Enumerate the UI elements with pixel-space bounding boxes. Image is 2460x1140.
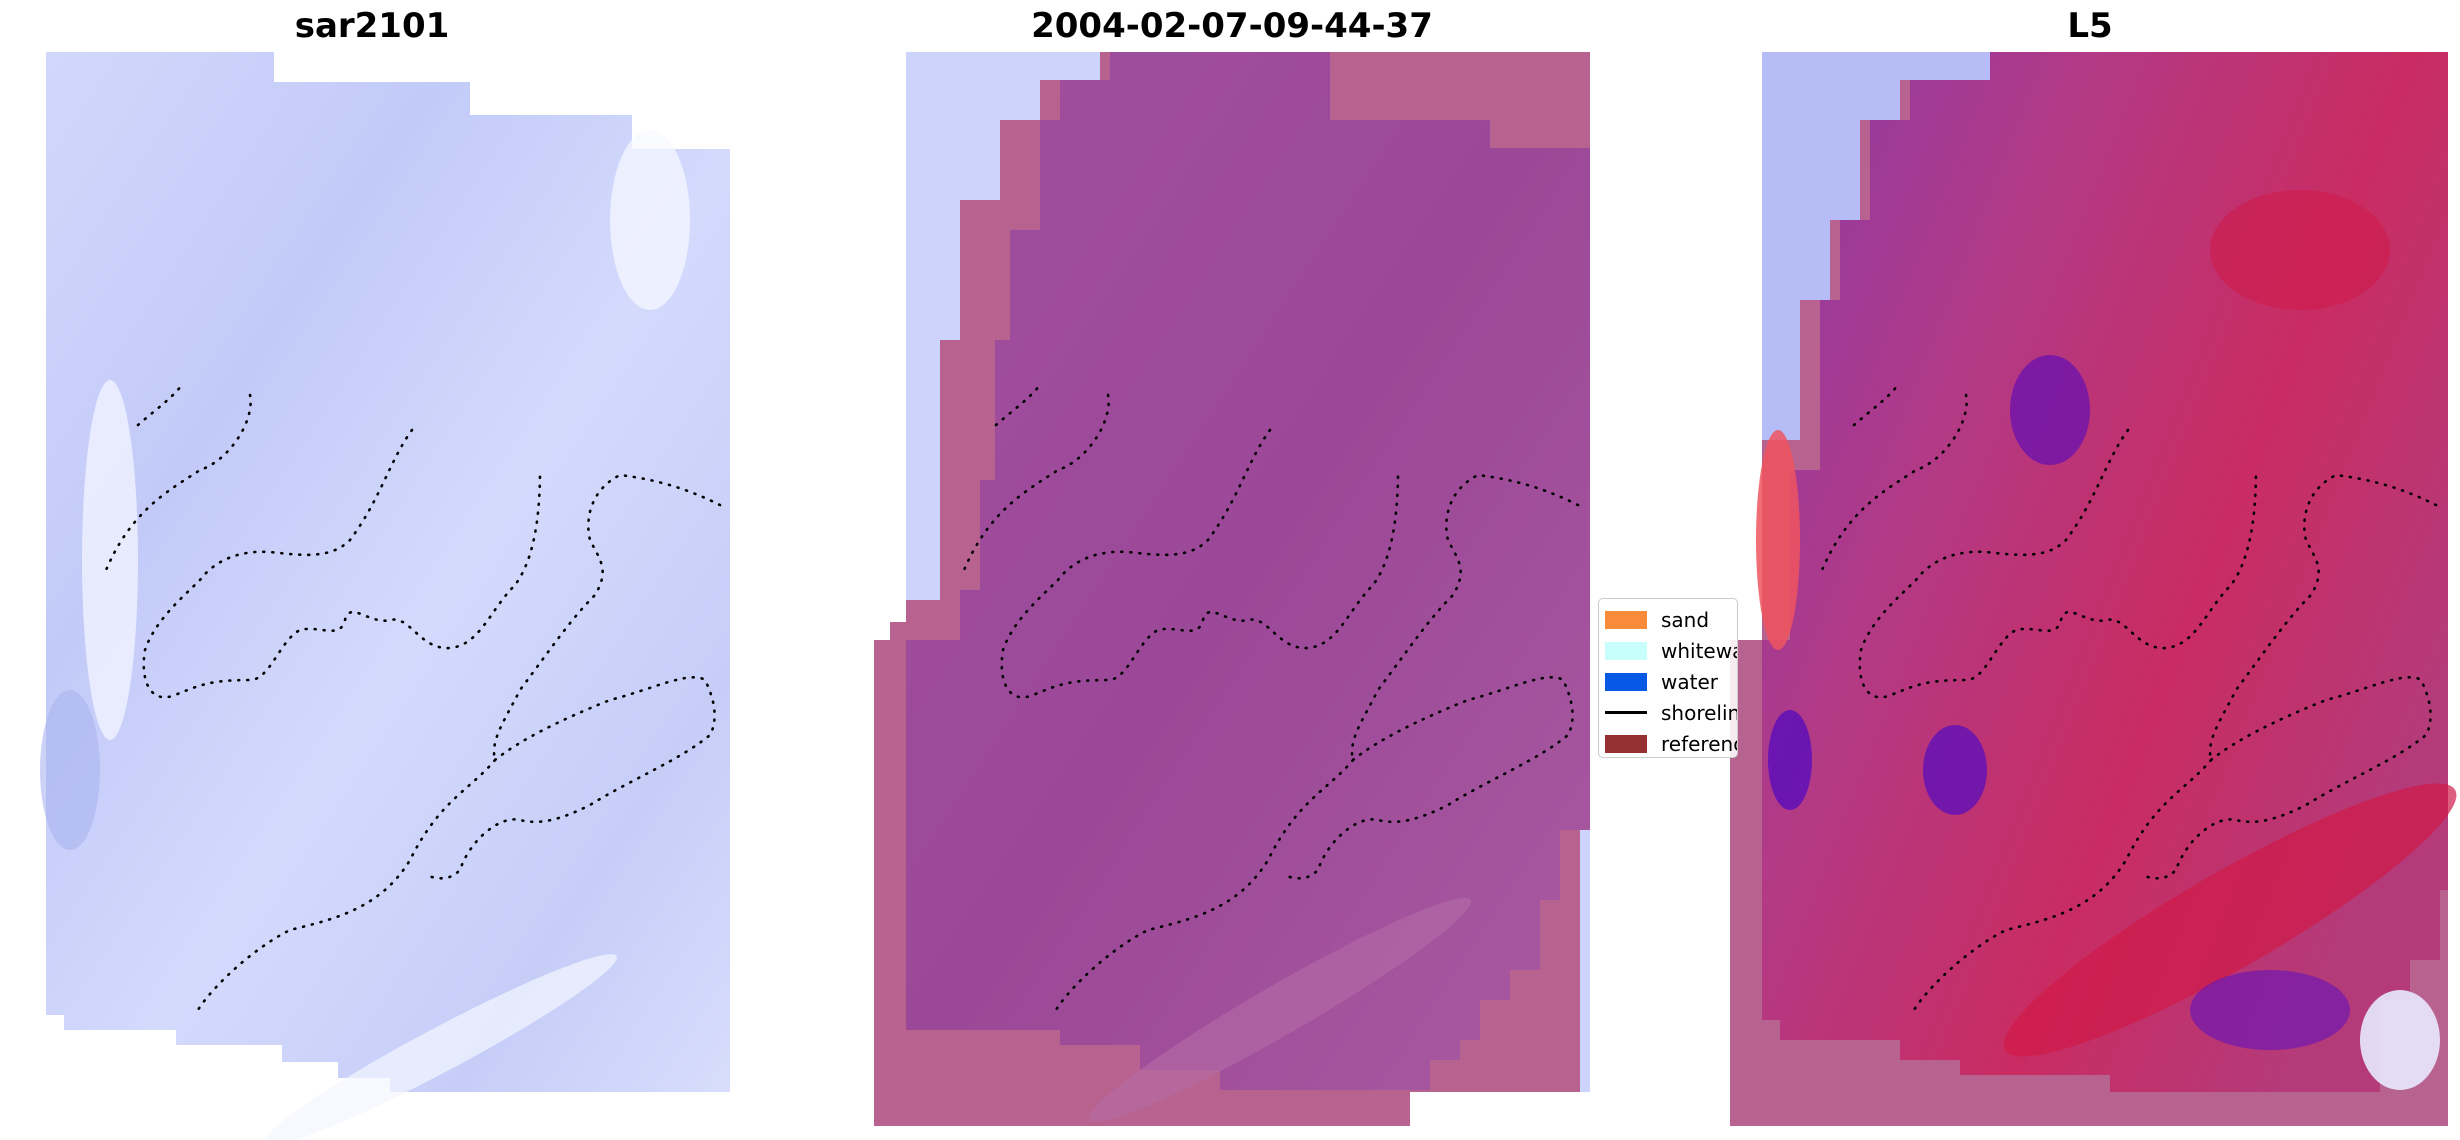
panel-3-red-streak [2210, 190, 2390, 310]
panel-1-dark-patch [40, 690, 100, 850]
legend-swatch-sand [1605, 610, 1647, 629]
legend-swatch-water [1605, 672, 1647, 691]
panel-3-purple-patch [2190, 970, 2350, 1050]
legend-label-shoreline: shoreline [1661, 700, 1737, 725]
panel-3-white-spot [2360, 990, 2440, 1090]
legend: sand whitewater water shoreline referenc… [1598, 598, 1738, 758]
panel-3-red-edge [1756, 430, 1800, 650]
panel-3-red-streak [2003, 783, 2457, 1057]
legend-label-reference: reference [1661, 731, 1737, 756]
panel-3-overlay-mask [1762, 52, 2448, 1092]
legend-item-reference: reference [1605, 728, 1737, 757]
panel-1-bright-streak [263, 954, 617, 1140]
panel-1-bright-streak [610, 130, 690, 310]
panel-2-overlay-mask [906, 52, 1590, 1090]
panel-3-purple-patch [1768, 710, 1812, 810]
panel-title-1: sar2101 [294, 6, 450, 46]
panel-2-light-streak [1089, 897, 1471, 1123]
legend-label-water: water [1661, 669, 1718, 694]
panel-title-3: L5 [2067, 6, 2113, 46]
legend-swatch-reference [1605, 734, 1647, 753]
panel-title-2: 2004-02-07-09-44-37 [1031, 6, 1433, 46]
legend-swatch-shoreline [1605, 711, 1647, 714]
legend-swatch-whitewater [1605, 641, 1647, 660]
legend-item-sand: sand [1605, 604, 1737, 635]
legend-label-whitewater: whitewater [1661, 638, 1737, 663]
panel-3-purple-patch [1923, 725, 1987, 815]
legend-label-sand: sand [1661, 607, 1710, 632]
legend-item-whitewater: whitewater [1605, 635, 1737, 666]
legend-item-water: water [1605, 666, 1737, 697]
panel-1-sar-mask [46, 52, 730, 1092]
panel-3-purple-patch [2010, 355, 2090, 465]
legend-item-shoreline: shoreline [1605, 697, 1737, 728]
